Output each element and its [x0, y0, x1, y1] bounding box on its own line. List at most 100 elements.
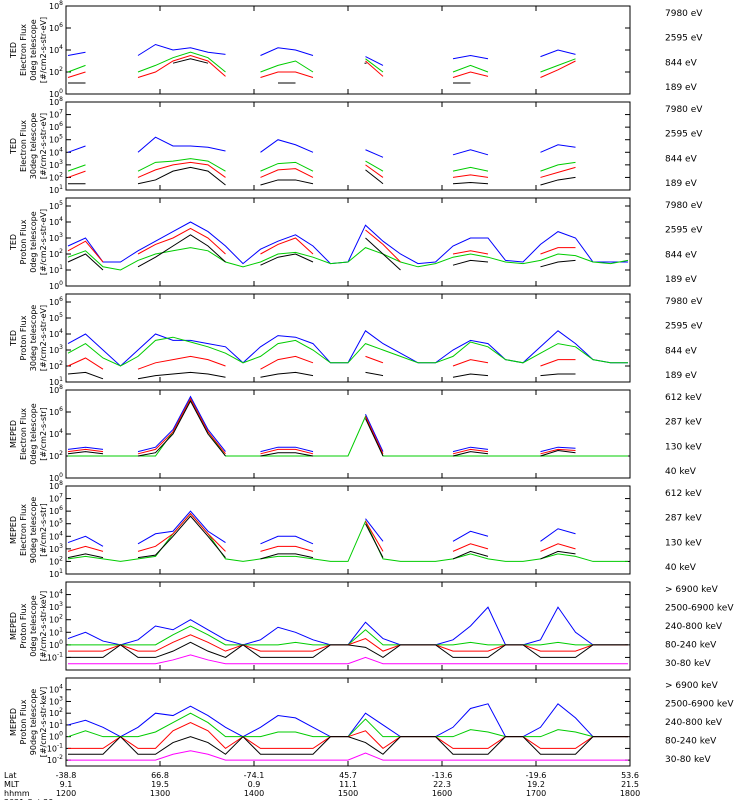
x-axis-row-label: MLT: [4, 780, 19, 789]
y-axis-label-line: Electron Flux: [19, 504, 28, 556]
legend-entry: 7980 eV: [665, 201, 703, 211]
y-tick-label: 102: [49, 707, 63, 718]
y-axis-label-line: [#/cm2-s-str-eV]: [39, 305, 48, 371]
y-tick-label: 102: [49, 66, 63, 77]
series-line-844-eV: [540, 161, 576, 172]
y-axis-label-line: 0deg telescope: [29, 19, 38, 80]
series-line-189-eV: [452, 149, 489, 156]
legend-entry: 2595 eV: [665, 226, 703, 236]
y-tick-label: 102: [49, 360, 63, 371]
legend-entry: 7980 eV: [665, 105, 703, 115]
series-line--6900-keV: [68, 654, 628, 665]
y-tick-label: 104: [49, 589, 63, 600]
panel-frame-7: [65, 581, 631, 671]
y-axis-label-line: MEPED: [9, 516, 18, 544]
y-axis-label: MEPED Electron Flux 0deg telescope [#/cm2-s…: [9, 403, 48, 464]
series-line-612-keV: [260, 553, 314, 560]
y-axis-label-line: Proton Flux: [19, 603, 28, 648]
series-line-844-eV: [260, 60, 314, 73]
series-line-2595-eV: [260, 355, 314, 370]
legend-entry: > 6900 keV: [665, 585, 719, 595]
series-line-844-eV: [67, 336, 628, 367]
x-axis-value: -13.6: [432, 771, 453, 780]
y-axis-label-line: Proton Flux: [19, 315, 28, 360]
y-axis-label: TED Electron Flux 30deg telescope [#/cm2-s-…: [9, 113, 48, 180]
legend-entry: 130 keV: [665, 538, 702, 548]
series-line-287-keV: [67, 545, 104, 552]
series-line-2595-eV: [365, 355, 384, 364]
y-axis-label: MEPED Proton Flux 0deg telescope [#/cm2-s-s…: [9, 591, 48, 662]
y-axis-label: MEPED Proton Flux 90deg telescope [#/cm2-s-…: [9, 687, 48, 758]
series-line-844-eV: [452, 166, 489, 172]
x-axis-value: 1200: [56, 789, 76, 798]
y-axis-label-line: 30deg telescope: [29, 113, 38, 180]
y-tick-label: 103: [49, 344, 63, 355]
series-line-7980-eV: [540, 373, 576, 377]
legend-entry: 30-80 keV: [665, 659, 711, 669]
y-tick-label: 105: [49, 200, 63, 211]
x-axis-value: -74.1: [244, 771, 265, 780]
x-axis-row-label: Lat: [4, 771, 17, 780]
series-line-2595-eV: [452, 71, 489, 78]
y-tick-label: 104: [49, 530, 63, 541]
x-axis-value: 1400: [244, 789, 264, 798]
date-label: 2021 Oct 29: [4, 798, 53, 800]
series-line-612-keV: [67, 553, 104, 559]
y-axis-label: TED Proton Flux 30deg telescope [#/cm2-s-st…: [9, 305, 48, 372]
series-line-2595-eV: [260, 71, 314, 78]
y-tick-label: 103: [49, 159, 63, 170]
series-line-287-keV: [540, 448, 576, 455]
series-line-40-keV: [365, 518, 384, 542]
series-line-844-eV: [67, 64, 86, 73]
legend-entry: 844 eV: [665, 154, 698, 164]
y-tick-label: 102: [49, 555, 63, 566]
y-tick-label: 106: [49, 505, 63, 516]
y-axis-label: TED Electron Flux 0deg telescope [#/cm2-s-s…: [9, 17, 48, 83]
y-axis-label-line: 0deg telescope: [29, 595, 38, 656]
series-line-2595-eV: [67, 240, 104, 263]
y-tick-label: 10-1: [47, 742, 63, 753]
series-line-189-eV: [260, 47, 314, 56]
legend-entry: 287 keV: [665, 514, 702, 524]
series-line-2595-eV: [260, 237, 314, 255]
series-line-7980-eV: [67, 371, 104, 380]
series-line-7980-eV: [452, 373, 489, 378]
series-line-287-keV: [67, 448, 104, 453]
legend-entry: 80-240 keV: [665, 641, 717, 651]
x-axis-value: 19.5: [151, 780, 169, 789]
series-line-612-keV: [67, 451, 104, 455]
series-line-7980-eV: [365, 371, 384, 377]
y-tick-label: 104: [49, 684, 63, 695]
series-line-844-eV: [137, 51, 226, 73]
y-axis-label-line: Electron Flux: [19, 120, 28, 172]
series-line-189-eV: [365, 149, 384, 158]
y-axis-label-line: [#/cm2-s-str-keV]: [39, 591, 48, 662]
y-tick-label: 105: [49, 518, 63, 529]
legend-entry: 130 keV: [665, 442, 702, 452]
y-tick-label: 105: [49, 312, 63, 323]
x-axis-row-label: hhmm: [4, 789, 30, 798]
series-line-612-keV: [452, 451, 489, 457]
series-line-612-keV: [365, 523, 384, 558]
y-tick-label: 102: [49, 614, 63, 625]
legend-entry: 40 keV: [665, 563, 697, 573]
series-line-189-eV: [67, 51, 86, 56]
y-axis-label-line: TED: [9, 234, 18, 251]
y-tick-label: 102: [49, 171, 63, 182]
y-axis-label-line: MEPED: [9, 612, 18, 640]
series-line-844-eV: [452, 64, 489, 73]
y-tick-label: 102: [49, 450, 63, 461]
series-line-844-eV: [67, 164, 86, 172]
x-axis-value: 1700: [526, 789, 546, 798]
y-axis-label-line: [#/cm2-s-str]: [39, 503, 48, 556]
legend-entry: 189 eV: [665, 371, 698, 381]
y-tick-label: 100: [49, 639, 63, 650]
panel-frame-8: [65, 677, 631, 767]
y-axis-label-line: 90deg telescope: [29, 689, 38, 756]
series-line-40-keV: [452, 530, 489, 542]
x-axis-value: 0.9: [248, 780, 261, 789]
legend-entry: 2595 eV: [665, 130, 703, 140]
series-line-612-keV: [540, 449, 576, 457]
series-line-612-keV: [137, 399, 226, 457]
